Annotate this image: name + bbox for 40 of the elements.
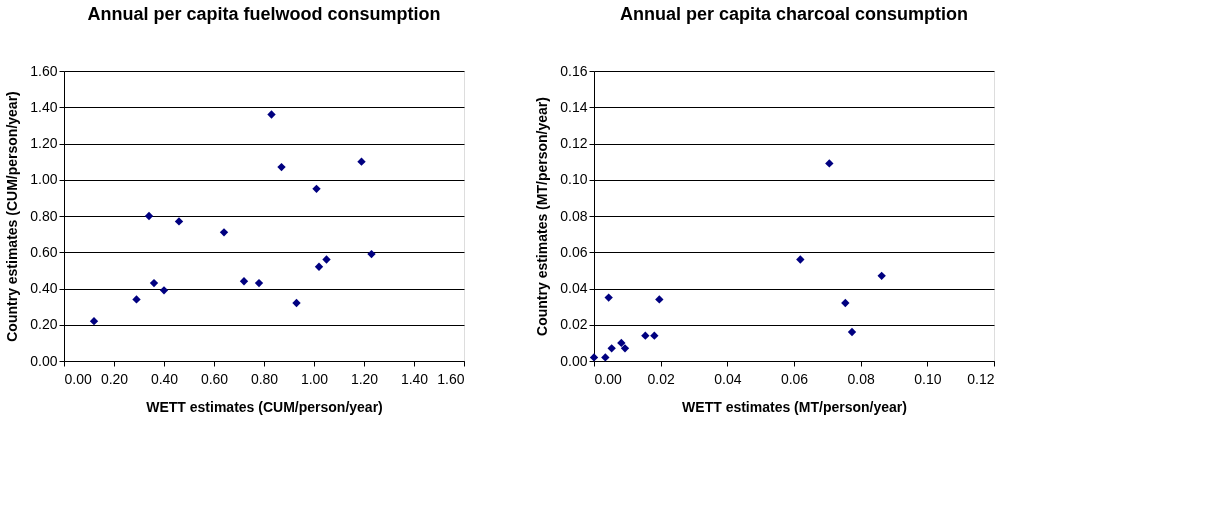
chart-title: Annual per capita charcoal consumption [619,4,969,24]
y-tick-label: 0.20 [30,316,58,333]
y-tick-label: 1.40 [30,98,58,115]
y-tick-label: 1.00 [30,171,58,188]
y-tick-label: 0.12 [560,135,588,151]
x-tick-label: 0.60 [200,370,229,387]
x-tick-label: 0.40 [150,370,179,387]
y-tick-label: 0.16 [560,62,588,79]
x-tick-label: 1.60 [437,370,465,387]
x-tick-label: 0.04 [714,370,742,387]
x-tick-label: 0.06 [780,370,809,387]
y-tick-label: 0.00 [560,352,588,369]
y-tick-label: 0.02 [560,316,588,333]
x-tick-label: 0.00 [594,370,622,387]
x-tick-label: 0.12 [967,370,995,387]
x-tick-label: 0.80 [250,370,279,387]
x-tick-label: 1.00 [300,370,329,387]
x-tick-label: 0.08 [847,370,875,387]
y-axis-title: Country estimates (CUM/person/year) [4,91,21,342]
y-tick-label: 1.20 [30,135,58,151]
y-axis-title: Country estimates (MT/person/year) [534,97,551,336]
y-tick-label: 0.14 [560,98,588,115]
x-tick-label: 0.00 [64,370,92,387]
y-tick-label: 0.80 [30,207,58,224]
y-tick-label: 0.06 [560,243,588,260]
y-tick-label: 0.00 [30,352,58,369]
x-tick-label: 0.20 [100,370,129,387]
x-tick-label: 0.10 [914,370,942,387]
y-tick-label: 0.10 [560,171,588,188]
y-tick-label: 0.40 [30,280,58,296]
y-tick-label: 0.04 [560,280,588,296]
y-tick-label: 1.60 [30,62,58,79]
x-axis-title: WETT estimates (MT/person/year) [682,398,907,415]
y-tick-label: 0.60 [30,243,58,260]
x-tick-label: 1.40 [400,370,429,387]
x-tick-label: 1.20 [350,370,379,387]
x-axis-title: WETT estimates (CUM/person/year) [146,398,383,415]
chart-title: Annual per capita fuelwood consumption [87,4,441,24]
x-tick-label: 0.02 [647,370,675,387]
y-tick-label: 0.08 [560,207,588,224]
